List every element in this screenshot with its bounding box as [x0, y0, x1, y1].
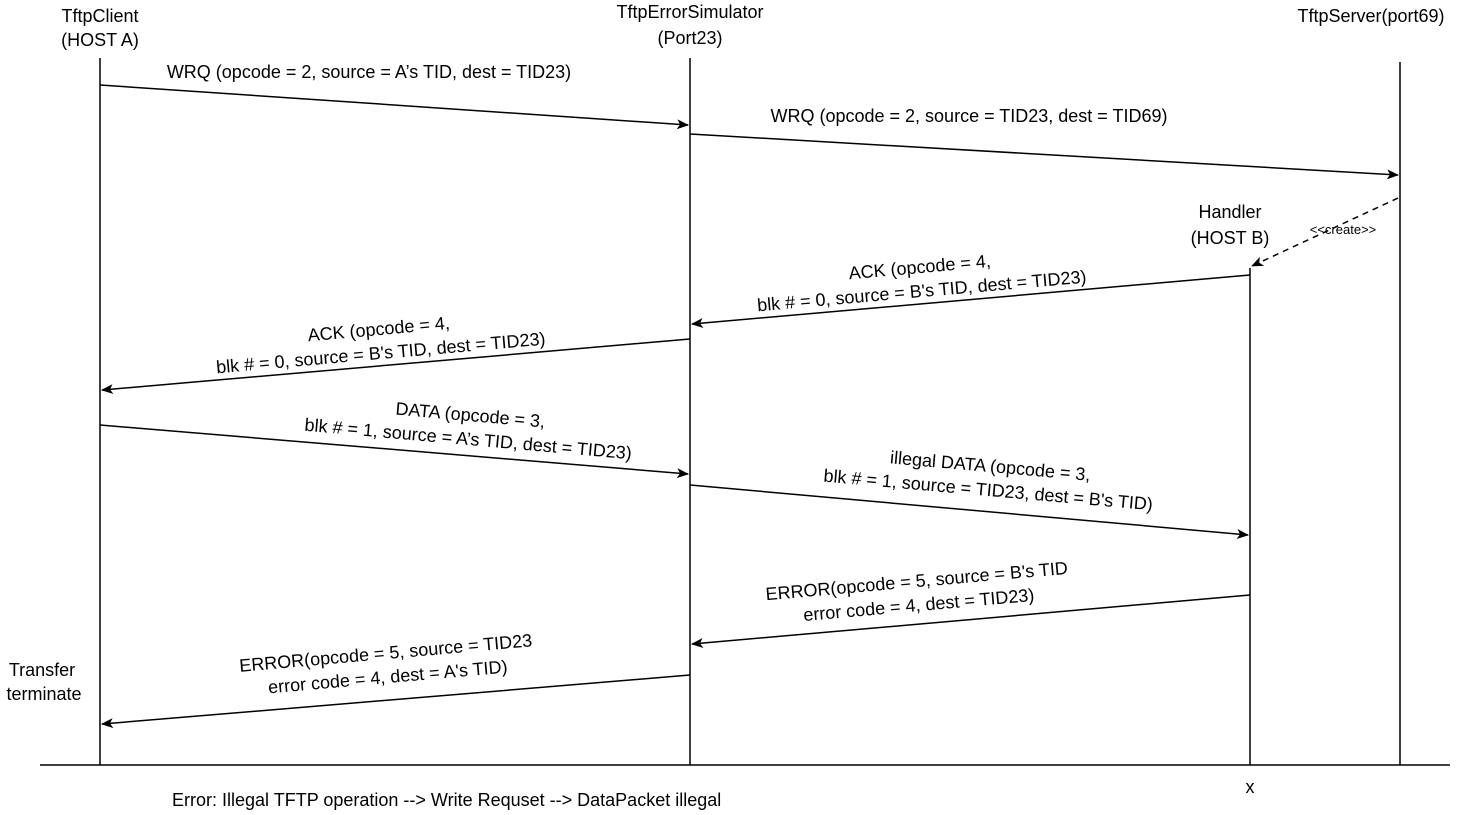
error-handler-to-simulator-arrow [691, 594, 1251, 649]
data-client-to-simulator-arrow [99, 424, 689, 479]
wrq-client-label: WRQ (opcode = 2, source = A’s TID, dest … [167, 62, 571, 82]
actor-server-name: TftpServer(port69) [1297, 6, 1444, 26]
create-label: <<create>> [1310, 222, 1377, 237]
actor-handler: Handler (HOST B) [1191, 202, 1270, 248]
ack-simulator-to-client-arrow [101, 338, 691, 395]
actor-client: TftpClient (HOST A) [61, 6, 139, 50]
actor-simulator: TftpErrorSimulator (Port23) [616, 2, 763, 48]
ack-handler-to-simulator-arrow [691, 274, 1251, 329]
actor-server: TftpServer(port69) [1297, 6, 1444, 26]
error-handler-label: ERROR(opcode = 5, source = B's TID error… [765, 558, 1069, 625]
actor-handler-name: Handler [1198, 202, 1261, 222]
terminate-mark: x [1246, 777, 1255, 797]
error-simulator-to-client-arrow [101, 674, 691, 729]
actor-handler-host: (HOST B) [1191, 228, 1270, 248]
transfer-note-line1: Transfer [9, 660, 75, 680]
actor-simulator-name: TftpErrorSimulator [616, 2, 763, 22]
transfer-note-line2: terminate [6, 684, 81, 704]
actor-simulator-host: (Port23) [657, 28, 722, 48]
data-simulator-label: illegal DATA (opcode = 3, blk # = 1, sou… [823, 447, 1154, 514]
data-simulator-to-handler-arrow [689, 484, 1249, 539]
error-simulator-label: ERROR(opcode = 5, source = TID23 error c… [238, 630, 532, 697]
actor-client-name: TftpClient [61, 6, 138, 26]
actor-client-host: (HOST A) [61, 30, 139, 50]
footer-caption: Error: Illegal TFTP operation --> Write … [172, 790, 721, 810]
wrq-client-to-simulator-arrow [99, 84, 689, 130]
create-arrow [1251, 197, 1399, 267]
wrq-simulator-to-server-arrow [689, 133, 1399, 180]
wrq-simulator-label: WRQ (opcode = 2, source = TID23, dest = … [770, 106, 1167, 126]
data-client-label: DATA (opcode = 3, blk # = 1, source = A’… [304, 399, 633, 464]
